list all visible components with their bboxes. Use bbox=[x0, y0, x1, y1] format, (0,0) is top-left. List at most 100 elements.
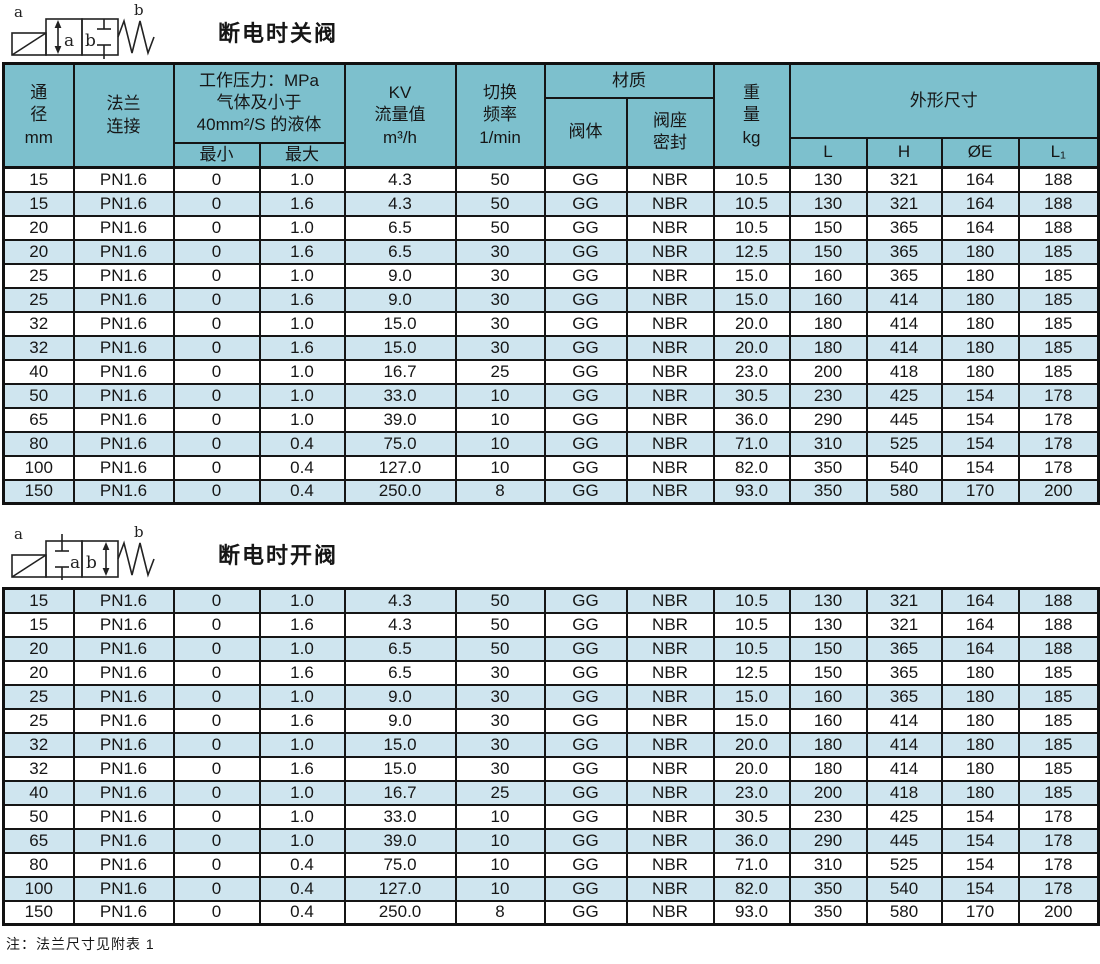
table-cell: 16.7 bbox=[343, 358, 457, 385]
table-cell: 321 bbox=[865, 166, 943, 193]
table-cell: 0.4 bbox=[258, 430, 346, 457]
table-cell: 80 bbox=[2, 430, 75, 457]
table-body-closed-valve: 15 PN1.6 0 1.0 4.3 50 GG NBR 10.5 130 321 164 188 15 P… bbox=[2, 166, 1100, 505]
table-cell: 30 bbox=[454, 755, 546, 782]
table-cell: 164 bbox=[940, 166, 1020, 193]
table-cell: 6.5 bbox=[343, 635, 457, 662]
table-cell: PN1.6 bbox=[72, 334, 175, 361]
table-cell: 188 bbox=[1017, 190, 1100, 217]
table-cell: 310 bbox=[788, 430, 868, 457]
table-cell: 0 bbox=[172, 683, 261, 710]
table-cell: 164 bbox=[940, 214, 1020, 241]
table-cell: 230 bbox=[788, 803, 868, 830]
table-row: 25 PN1.6 0 1.0 9.0 30 GG NBR 15.0 160 365 180 185 bbox=[2, 683, 1100, 710]
symbol-box-b-letter: b bbox=[86, 553, 97, 573]
table-cell: 525 bbox=[865, 851, 943, 878]
table-row: 20 PN1.6 0 1.6 6.5 30 GG NBR 12.5 150 365 180 185 bbox=[2, 238, 1100, 265]
table-cell: 1.6 bbox=[258, 286, 346, 313]
table-cell: PN1.6 bbox=[72, 286, 175, 313]
table-cell: NBR bbox=[625, 190, 715, 217]
table-cell: 8 bbox=[454, 478, 546, 505]
table-cell: 178 bbox=[1017, 382, 1100, 409]
table-row: 15 PN1.6 0 1.0 4.3 50 GG NBR 10.5 130 321 164 188 bbox=[2, 587, 1100, 614]
table-cell: 1.0 bbox=[258, 587, 346, 614]
table-cell: 0 bbox=[172, 334, 261, 361]
table-cell: 0 bbox=[172, 430, 261, 457]
symbol-spring-label: b bbox=[134, 3, 144, 19]
table-cell: 25 bbox=[2, 262, 75, 289]
table-cell: 188 bbox=[1017, 611, 1100, 638]
table-row: 32 PN1.6 0 1.6 15.0 30 GG NBR 20.0 180 414 180 185 bbox=[2, 755, 1100, 782]
table-cell: 178 bbox=[1017, 851, 1100, 878]
table-cell: 20 bbox=[2, 659, 75, 686]
table-cell: NBR bbox=[625, 851, 715, 878]
table-cell: 1.0 bbox=[258, 683, 346, 710]
table-cell: 36.0 bbox=[712, 827, 791, 854]
table-cell: 0.4 bbox=[258, 899, 346, 926]
table-cell: 414 bbox=[865, 731, 943, 758]
table-cell: 180 bbox=[940, 238, 1020, 265]
table-cell: 0.4 bbox=[258, 454, 346, 481]
table-cell: 82.0 bbox=[712, 454, 791, 481]
table-cell: 200 bbox=[788, 358, 868, 385]
table-cell: 50 bbox=[2, 382, 75, 409]
table-cell: 10.5 bbox=[712, 166, 791, 193]
symbol-coil-label: a bbox=[14, 525, 23, 543]
table-cell: 290 bbox=[788, 827, 868, 854]
table-row: 40 PN1.6 0 1.0 16.7 25 GG NBR 23.0 200 418 180 185 bbox=[2, 779, 1100, 806]
table-cell: PN1.6 bbox=[72, 803, 175, 830]
table-cell: 12.5 bbox=[712, 238, 791, 265]
page-title-section2: 断电时开阀 bbox=[218, 543, 339, 568]
table-cell: NBR bbox=[625, 382, 715, 409]
table-cell: GG bbox=[543, 851, 628, 878]
table-cell: 180 bbox=[940, 779, 1020, 806]
table-cell: 178 bbox=[1017, 430, 1100, 457]
table-cell: 130 bbox=[788, 587, 868, 614]
table-cell: 15 bbox=[2, 587, 75, 614]
table-cell: 10 bbox=[454, 803, 546, 830]
valve-symbol-open-icon: a a b b bbox=[11, 525, 155, 580]
table-cell: 25 bbox=[454, 779, 546, 806]
table-cell: PN1.6 bbox=[72, 683, 175, 710]
table-cell: 10.5 bbox=[712, 190, 791, 217]
table-cell: PN1.6 bbox=[72, 875, 175, 902]
table-cell: GG bbox=[543, 190, 628, 217]
header-dim-h: H bbox=[865, 136, 943, 169]
table-cell: NBR bbox=[625, 430, 715, 457]
valve-symbol-closed-icon: a a b b bbox=[11, 3, 155, 59]
table-row: 65 PN1.6 0 1.0 39.0 10 GG NBR 36.0 290 445 154 178 bbox=[2, 406, 1100, 433]
table-cell: 180 bbox=[940, 286, 1020, 313]
table-cell: 1.0 bbox=[258, 382, 346, 409]
table-cell: 20.0 bbox=[712, 731, 791, 758]
table-row: 25 PN1.6 0 1.6 9.0 30 GG NBR 15.0 160 414 180 185 bbox=[2, 286, 1100, 313]
table-cell: 365 bbox=[865, 683, 943, 710]
table-cell: 425 bbox=[865, 382, 943, 409]
symbol-box-a-letter: a bbox=[64, 31, 74, 51]
table-cell: GG bbox=[543, 611, 628, 638]
table-cell: PN1.6 bbox=[72, 406, 175, 433]
table-cell: 150 bbox=[788, 659, 868, 686]
table-cell: PN1.6 bbox=[72, 851, 175, 878]
table-cell: PN1.6 bbox=[72, 214, 175, 241]
table-cell: 164 bbox=[940, 611, 1020, 638]
header-flange: 法兰 连接 bbox=[72, 62, 175, 169]
table-cell: 180 bbox=[940, 262, 1020, 289]
table-cell: PN1.6 bbox=[72, 899, 175, 926]
table-cell: 185 bbox=[1017, 683, 1100, 710]
table-cell: GG bbox=[543, 707, 628, 734]
table-cell: 154 bbox=[940, 430, 1020, 457]
table-cell: 40 bbox=[2, 779, 75, 806]
table-cell: 30 bbox=[454, 262, 546, 289]
table-cell: 0 bbox=[172, 286, 261, 313]
table-cell: 16.7 bbox=[343, 779, 457, 806]
table-cell: 310 bbox=[788, 851, 868, 878]
table-cell: GG bbox=[543, 659, 628, 686]
table-cell: 154 bbox=[940, 454, 1020, 481]
table-cell: 39.0 bbox=[343, 406, 457, 433]
table-cell: 180 bbox=[940, 683, 1020, 710]
table-cell: 10.5 bbox=[712, 611, 791, 638]
table-cell: 1.6 bbox=[258, 755, 346, 782]
table-cell: 180 bbox=[940, 358, 1020, 385]
table-cell: 180 bbox=[788, 731, 868, 758]
header-material-group: 材质 bbox=[543, 62, 715, 99]
